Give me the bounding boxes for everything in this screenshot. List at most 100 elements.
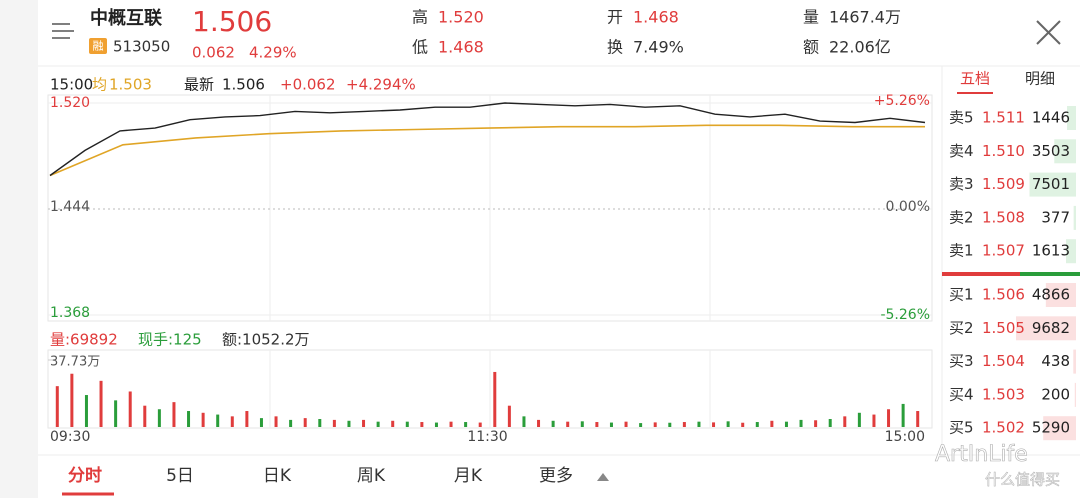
open-label: 开 (607, 8, 623, 27)
volume-bar (712, 422, 716, 427)
book-label: 卖3 (949, 175, 974, 193)
volume-bar (201, 412, 205, 427)
volume-bar (318, 419, 322, 427)
volume-bar (668, 422, 672, 427)
high-label: 高 (412, 8, 428, 27)
hand: 现手:125 (138, 331, 202, 349)
book-split-red (942, 272, 1020, 276)
book-price: 1.507 (982, 242, 1025, 260)
turnover: 7.49% (633, 38, 684, 57)
average-line (49, 124, 925, 177)
book-qty: 9682 (1032, 319, 1070, 337)
volume-bar (245, 411, 249, 427)
y2-tick-label: -5.26% (880, 307, 930, 323)
last-price: 1.506 (192, 5, 272, 38)
book-qty: 7501 (1032, 175, 1070, 193)
volume-bar (916, 411, 920, 427)
close-button[interactable] (1036, 20, 1061, 45)
vol-amount: 额:1052.2万 (222, 331, 310, 349)
volume-bar (828, 419, 832, 427)
volume: 1467.4万 (829, 8, 901, 27)
book-price: 1.509 (982, 175, 1025, 193)
volume-bar (741, 422, 745, 427)
avg: 1.503 (109, 76, 152, 94)
qty-bar (1016, 316, 1076, 341)
side-tab[interactable]: 五档 (960, 70, 990, 88)
volume-bar (303, 418, 307, 427)
turnover-label: 换 (607, 38, 623, 57)
qty-bar (1045, 283, 1076, 307)
volume-bar (274, 416, 278, 427)
volume-bar (128, 391, 132, 427)
volume-bar (187, 411, 191, 427)
high: 1.520 (438, 8, 484, 27)
volume-bar (697, 421, 701, 427)
bottom-tab[interactable]: 周K (357, 466, 386, 486)
volume-bar (434, 422, 438, 427)
bottom-tab[interactable]: 分时 (68, 466, 102, 486)
volume-bar (405, 421, 409, 427)
volume-bar (682, 422, 686, 427)
watermark: 什么值得买 (985, 471, 1060, 489)
volume-bar (595, 422, 599, 427)
volume-bar (157, 409, 161, 427)
y-tick-label: 1.444 (50, 199, 90, 215)
change: 0.062 (192, 44, 235, 62)
vol-now: 量:69892 (50, 331, 118, 349)
bottom-tab[interactable]: 5日 (166, 466, 194, 486)
more-arrow (597, 473, 609, 481)
volume-bar (362, 419, 366, 427)
volume-bar (493, 371, 497, 427)
y2-tick-label: +5.26% (874, 93, 930, 109)
volume-bar (449, 421, 453, 427)
latest: 1.506 (222, 76, 265, 94)
x-tick-label: 15:00 (885, 429, 925, 445)
book-price: 1.503 (982, 385, 1025, 403)
open: 1.468 (633, 8, 679, 27)
volume-bar (143, 405, 147, 427)
volume-bar (566, 421, 570, 427)
book-label: 卖1 (949, 242, 974, 260)
left-strip (0, 0, 38, 498)
volume-bar (814, 420, 818, 427)
volume-bar (609, 422, 613, 427)
volume-bar (114, 400, 118, 427)
vol-tick-label: 37.73万 (50, 355, 100, 370)
book-label: 卖2 (949, 208, 974, 226)
avg-label: 均 (92, 76, 107, 94)
volume-bar (755, 422, 759, 427)
volume-bar (347, 420, 351, 427)
book-label: 买3 (949, 352, 974, 370)
volume-bar (70, 373, 74, 427)
book-qty: 4866 (1032, 286, 1070, 304)
low: 1.468 (438, 38, 484, 57)
book-qty: 1613 (1032, 242, 1070, 260)
menu-icon[interactable] (52, 23, 74, 39)
bottom-tab[interactable]: 日K (263, 466, 292, 486)
bottom-tab[interactable]: 月K (454, 466, 483, 486)
volume-bar (522, 416, 526, 427)
book-label: 买5 (949, 419, 974, 437)
side-tab[interactable]: 明细 (1025, 70, 1055, 88)
volume-label: 量 (803, 8, 819, 27)
chart-pct: +4.294% (346, 76, 416, 94)
amount: 22.06亿 (829, 38, 891, 57)
book-price: 1.504 (982, 352, 1025, 370)
qty-bar (1066, 239, 1076, 264)
qty-bar (1043, 416, 1076, 441)
qty-bar (1074, 382, 1076, 407)
book-price: 1.505 (982, 319, 1025, 337)
book-qty: 438 (1041, 352, 1070, 370)
book-label: 卖5 (949, 109, 974, 127)
volume-bar (857, 412, 861, 427)
volume-bar (580, 421, 584, 427)
y-tick-label: 1.368 (50, 305, 90, 321)
y-tick-label: 1.520 (50, 95, 90, 111)
book-qty: 377 (1041, 208, 1070, 226)
bottom-tab[interactable]: 更多 (539, 466, 573, 486)
volume-bar (653, 422, 657, 427)
price-line (49, 102, 926, 177)
time: 15:00 (50, 76, 93, 94)
volume-bar (376, 421, 380, 427)
